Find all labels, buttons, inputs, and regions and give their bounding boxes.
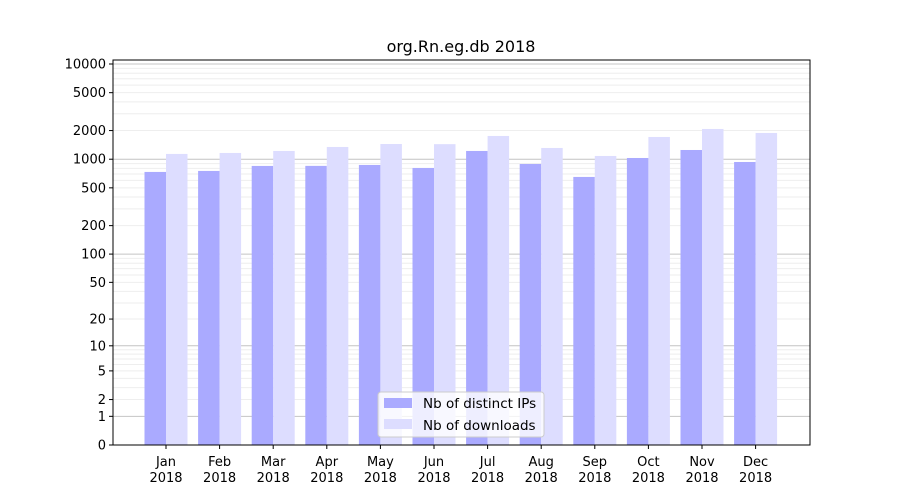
y-tick-label: 5000 [73,86,106,101]
bar-downloads [434,144,456,446]
y-axis: 0 1 2 5 10 20 50 100 200 500 1000 2000 5000 10000 [65,58,113,454]
bar-downloads [594,155,617,445]
bar-distinct-ips [734,161,756,445]
y-tick-label: 500 [81,181,106,196]
bar-distinct-ips [626,157,649,445]
y-tick-label: 0 [98,439,106,454]
x-tick-label: Jun 2018 [417,455,450,486]
bar-downloads [648,136,670,446]
legend-swatch-ips [384,398,412,408]
legend-label-ips: Nb of distinct IPs [423,396,536,412]
x-tick-label: Sep 2018 [578,455,611,486]
y-tick-label: 200 [81,219,106,234]
y-tick-label: 1 [98,410,106,425]
x-tick-label: Aug 2018 [525,455,558,486]
x-tick-label: Nov 2018 [685,455,718,486]
bar-distinct-ips [680,149,702,445]
y-tick-label: 2000 [73,124,106,139]
bar-downloads [219,152,242,446]
x-tick-label: May 2018 [364,455,397,486]
y-tick-label: 10 [89,339,106,354]
bar-distinct-ips [358,164,381,445]
bar-distinct-ips [144,171,166,445]
bar-downloads [755,132,778,445]
x-tick-label: Mar 2018 [257,455,290,486]
bar-downloads [326,146,349,445]
y-tick-label: 20 [89,313,106,328]
bar-distinct-ips [412,167,434,446]
y-tick-label: 5 [98,364,106,379]
bar-downloads [273,150,295,445]
legend-swatch-downloads [384,419,412,429]
bar-distinct-ips [305,165,327,445]
bar-distinct-ips [198,170,220,445]
plot-frame [112,59,811,446]
bar-distinct-ips [573,176,595,445]
y-tick-label: 100 [81,248,106,263]
bar-downloads [487,135,510,445]
bar-distinct-ips [466,150,488,445]
x-tick-label: Apr 2018 [310,455,343,486]
x-axis: Jan 2018 Feb 2018 Mar 2018 Apr 2018 May 2018 Jun 20… [149,445,772,486]
x-tick-label: Jan 2018 [149,455,182,486]
bars [144,128,778,446]
legend-label-downloads: Nb of downloads [423,418,536,434]
y-tick-label: 2 [98,393,106,408]
bar-distinct-ips [251,165,274,445]
y-tick-label: 1000 [73,153,106,168]
bar-distinct-ips [519,163,542,445]
y-tick-label: 50 [89,276,106,291]
x-tick-label: Oct 2018 [632,455,665,486]
bar-downloads [166,153,188,446]
legend: Nb of distinct IPs Nb of downloads [377,391,545,438]
x-tick-label: Feb 2018 [203,455,236,486]
chart-title: org.Rn.eg.db 2018 [387,37,536,56]
bar-downloads [541,147,563,445]
x-tick-label: Dec 2018 [739,455,772,486]
y-tick-label: 10000 [65,58,106,73]
bar-downloads [702,128,724,446]
x-tick-label: Jul 2018 [471,455,504,486]
bar-downloads [380,143,402,445]
